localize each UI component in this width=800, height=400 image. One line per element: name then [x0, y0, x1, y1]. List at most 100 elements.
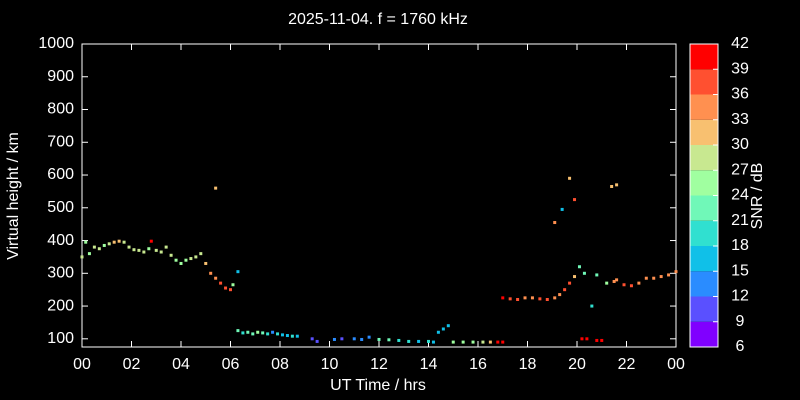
point [674, 270, 678, 274]
x-axis-label: UT Time / hrs [330, 377, 426, 394]
point [461, 340, 465, 344]
point [137, 248, 141, 252]
x-tick-label: 10 [321, 356, 339, 373]
point [590, 304, 594, 308]
point [523, 296, 527, 300]
point [595, 273, 599, 277]
point [508, 297, 512, 301]
point [610, 184, 614, 188]
colorbar-tick-label: 24 [731, 187, 749, 204]
colorbar-tick-label: 42 [731, 35, 749, 52]
point [169, 253, 173, 257]
y-tick-label: 1000 [38, 35, 74, 52]
point [184, 258, 188, 262]
point [224, 286, 228, 290]
point [142, 250, 146, 254]
point [530, 296, 534, 300]
point [595, 338, 599, 342]
point [189, 257, 193, 261]
x-tick-label: 04 [172, 356, 190, 373]
point [652, 276, 656, 280]
point [315, 339, 319, 343]
colorbar-band [690, 296, 718, 322]
point [122, 240, 126, 244]
colorbar-band [690, 321, 718, 347]
colorbar-band [690, 271, 718, 297]
point [285, 334, 289, 338]
point [102, 243, 106, 247]
y-tick-label: 400 [47, 232, 74, 249]
point [580, 337, 584, 341]
colorbar-tick-label: 39 [731, 60, 749, 77]
point [127, 245, 131, 249]
y-tick-label: 600 [47, 166, 74, 183]
point [112, 240, 116, 244]
point [451, 340, 455, 344]
point [179, 261, 183, 265]
point [214, 276, 218, 280]
colorbar-band [690, 145, 718, 171]
point [417, 339, 421, 343]
y-tick-label: 100 [47, 330, 74, 347]
point [149, 239, 153, 243]
point [612, 279, 616, 283]
colorbar-band [690, 44, 718, 70]
point [261, 331, 265, 335]
point [174, 258, 178, 262]
point [667, 273, 671, 277]
point [280, 333, 284, 337]
point [600, 338, 604, 342]
point [605, 281, 609, 285]
point [256, 330, 260, 334]
point [659, 275, 663, 279]
point [558, 293, 562, 297]
point [488, 340, 492, 344]
point [407, 339, 411, 343]
point [615, 278, 619, 282]
point [84, 240, 88, 244]
colorbar-tick-label: 15 [731, 262, 749, 279]
point [236, 329, 240, 333]
colorbar-band [690, 195, 718, 221]
point [563, 288, 567, 292]
x-tick-label: 22 [618, 356, 636, 373]
x-tick-label: 14 [420, 356, 438, 373]
point [214, 186, 218, 190]
point [427, 339, 430, 343]
colorbar-tick-label: 18 [731, 237, 749, 254]
point [577, 265, 581, 269]
point [97, 247, 101, 251]
colorbar-band [690, 94, 718, 120]
point [199, 252, 203, 256]
colorbar-label: SNR / dB [749, 163, 766, 230]
x-tick-label: 06 [222, 356, 240, 373]
point [219, 281, 223, 285]
point [446, 324, 450, 328]
point [204, 261, 208, 265]
x-tick-label: 12 [370, 356, 388, 373]
point [538, 297, 542, 301]
point [629, 284, 633, 288]
point [471, 340, 475, 344]
point [332, 337, 336, 341]
point [441, 327, 445, 331]
point [585, 337, 589, 341]
point [271, 330, 275, 334]
point [276, 332, 280, 336]
colorbar-tick-label: 30 [731, 136, 749, 153]
point [164, 245, 168, 249]
point [568, 281, 572, 285]
point [117, 239, 121, 243]
point [397, 338, 401, 342]
point [310, 337, 314, 341]
point [431, 340, 435, 344]
y-axis-label: Virtual height / km [5, 132, 22, 260]
colorbar-band [690, 170, 718, 196]
colorbar-band [690, 119, 718, 145]
colorbar-tick-label: 6 [736, 338, 745, 355]
point [387, 338, 391, 342]
point [582, 271, 586, 275]
colorbar-tick-label: 27 [731, 161, 749, 178]
y-tick-label: 800 [47, 101, 74, 118]
point [573, 275, 577, 279]
